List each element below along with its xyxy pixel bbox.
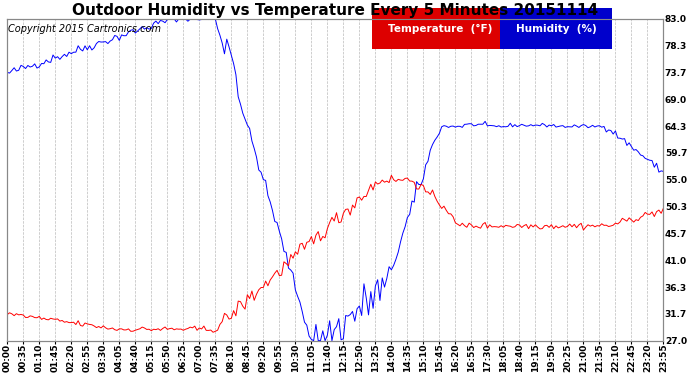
Title: Outdoor Humidity vs Temperature Every 5 Minutes 20151114: Outdoor Humidity vs Temperature Every 5 … [72,3,598,18]
Text: Temperature  (°F): Temperature (°F) [388,24,492,34]
Text: Humidity  (%): Humidity (%) [516,24,597,34]
Text: Copyright 2015 Cartronics.com: Copyright 2015 Cartronics.com [8,24,161,34]
